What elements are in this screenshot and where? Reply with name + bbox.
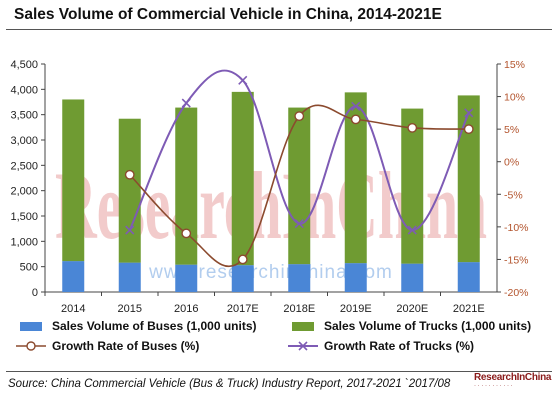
chart-title: Sales Volume of Commercial Vehicle in Ch… [14,6,442,23]
lines [124,69,474,268]
marker-stroke [238,75,248,85]
marker-trucks-growth [464,108,474,118]
y-right-tick-label: -20% [504,287,529,299]
y-left-tick-label: 4,000 [10,84,38,96]
y-left-tick-label: 0 [32,287,38,299]
bar-buses [231,265,254,292]
source-rule [6,371,552,372]
x-tick-label: 2014 [61,303,85,315]
marker-stroke [181,98,191,108]
legend-label: Sales Volume of Trucks (1,000 units) [324,319,531,333]
marker-stroke [351,101,361,111]
y-left-tick-label: 2,000 [10,186,38,198]
marker-buses-growth [124,169,135,180]
legend-label: Growth Rate of Buses (%) [52,339,199,353]
logo-subtext: · · · · · · · · · · · [474,383,513,389]
marker-stroke [407,225,417,235]
x-tick-label: 2015 [118,303,142,315]
x-tick-label: 2019E [340,303,372,315]
y-left-tick-label: 3,500 [10,110,38,122]
bar-trucks [62,99,85,262]
bar-trucks [175,107,198,265]
bar-trucks [401,108,424,264]
bar-buses [62,261,85,292]
marker-buses-growth [350,114,361,125]
legend-label: Sales Volume of Buses (1,000 units) [52,319,257,333]
y-left-tick-label: 2,500 [10,160,38,172]
brand-logo: ResearchInChina · · · · · · · · · · · [474,372,552,398]
logo-text: ResearchInChina [474,372,552,383]
marker-trucks-growth [294,219,304,229]
marker-buses-growth [463,124,474,135]
legend: Sales Volume of Buses (1,000 units) Sales… [16,319,531,353]
y-right-tick-label: 10% [504,92,525,104]
y-left-tick-label: 1,000 [10,236,38,248]
marker-stroke [294,219,304,229]
legend-swatch-buses [20,322,42,331]
x-tick-label: 2020E [396,303,428,315]
marker-trucks-growth [238,75,248,85]
bar-trucks [344,92,367,264]
legend-swatch-trucks [292,322,314,331]
bars [62,91,480,292]
bar-buses [175,264,198,292]
bar-buses [401,263,424,292]
watermark-url: www.researchinchina.com [148,262,393,283]
legend-marker-trucks-growth [298,341,308,351]
marker-stroke [125,225,135,235]
marker-trucks-growth [125,225,135,235]
y-right-tick-label: -10% [504,222,529,234]
marker-trucks-growth [407,225,417,235]
x-tick-label: 2021E [453,303,485,315]
bar-buses [288,264,311,292]
y-left-tick-label: 4,500 [10,59,38,71]
bar-buses [344,263,367,292]
x-tick-label: 2017E [227,303,259,315]
bar-buses [118,262,141,292]
bar-trucks [457,95,480,263]
marker-trucks-growth [351,101,361,111]
legend-marker-buses-growth [26,341,36,351]
marker-buses-growth [294,111,305,122]
marker-buses-growth [407,122,418,133]
legend-label: Growth Rate of Trucks (%) [324,339,474,353]
bar-trucks [231,91,254,266]
x-tick-label: 2016 [174,303,198,315]
y-right-tick-label: 15% [504,59,525,71]
marker-buses-growth [181,228,192,239]
title-rule [6,29,552,30]
y-right-tick-label: -15% [504,254,529,266]
bar-buses [457,262,480,292]
bar-trucks [288,107,311,265]
axes: 0 500 1,000 1,500 2,000 2,500 3,000 3,500 4,000 4… [10,59,528,315]
y-right-tick-label: 5% [504,124,519,136]
y-right-tick-label: 0% [504,157,519,169]
bar-trucks [118,118,141,263]
y-left-tick-label: 1,500 [10,211,38,223]
x-tick-label: 2018E [283,303,315,315]
marker-buses-growth [237,254,248,265]
y-left-tick-label: 500 [20,262,38,274]
y-left-tick-label: 3,000 [10,135,38,147]
y-right-tick-label: -5% [504,189,523,201]
source-note: Source: China Commercial Vehicle (Bus & … [8,378,451,390]
marker-trucks-growth [181,98,191,108]
marker-stroke [464,108,474,118]
